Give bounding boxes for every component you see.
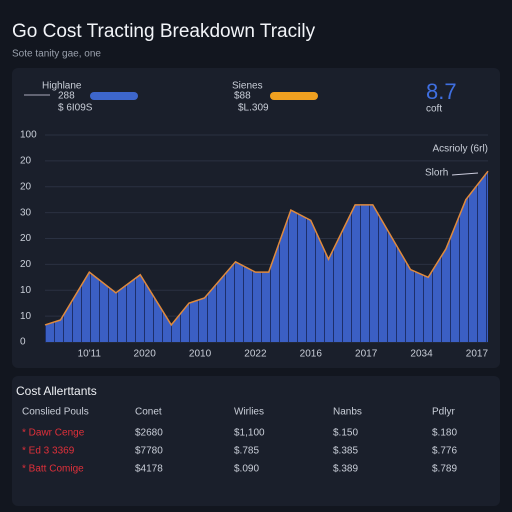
- table-cell: * Ed 3 3369: [22, 446, 75, 457]
- table-cell: * Batt Comige: [22, 464, 84, 475]
- x-tick-label: 2020: [134, 349, 157, 360]
- table-cell: $2680: [135, 428, 163, 439]
- table-card: [12, 376, 500, 506]
- column-header: Wirlies: [234, 407, 264, 418]
- annotation: Acsrioly (6rl): [432, 144, 488, 155]
- table-cell: $.385: [333, 446, 358, 457]
- table-cell: $.785: [234, 446, 259, 457]
- stat-bar: [270, 92, 318, 100]
- stat-value: 8.7: [426, 79, 457, 104]
- y-tick-label: 100: [20, 130, 37, 141]
- y-tick-label: 20: [20, 259, 32, 270]
- stat-bar: [90, 92, 138, 100]
- title: Go Cost Tracting Breakdown Tracily: [12, 21, 316, 42]
- x-tick-label: 2034: [410, 349, 433, 360]
- table-cell: * Dawr Cenge: [22, 428, 85, 439]
- column-header: Conslied Pouls: [22, 407, 89, 418]
- column-header: Pdlyr: [432, 407, 455, 418]
- y-tick-label: 0: [20, 337, 26, 348]
- column-header: Conet: [135, 407, 162, 418]
- y-tick-label: 20: [20, 233, 32, 244]
- table-cell: $.789: [432, 464, 457, 475]
- x-tick-label: 2017: [466, 349, 489, 360]
- stat-value: $88: [234, 91, 251, 102]
- x-tick-label: 2022: [244, 349, 267, 360]
- stat-label: Highlane: [42, 81, 82, 92]
- area-edge: [44, 170, 489, 327]
- table: Conslied Pouls Conet Wirlies Nanbs Pdlyr * Da…: [22, 407, 457, 475]
- column-header: Nanbs: [333, 407, 362, 418]
- x-tick-label: 2016: [300, 349, 323, 360]
- table-title: Cost Allerttants: [16, 384, 97, 398]
- annotation: Slorh: [425, 168, 448, 179]
- table-cell: $4178: [135, 464, 163, 475]
- stat-sub: $ 6I09S: [58, 103, 93, 114]
- stat-sub: coft: [426, 104, 442, 115]
- subtitle: Sote tanity gae, one: [12, 49, 101, 60]
- table-cell: $7780: [135, 446, 163, 457]
- stat-label: Sienes: [232, 81, 263, 92]
- y-tick-label: 20: [20, 156, 32, 167]
- stat-sub: $L.309: [238, 103, 269, 114]
- table-cell: $1,100: [234, 428, 265, 439]
- x-tick-label: 2010: [189, 349, 212, 360]
- annotation-arrow: [451, 172, 479, 176]
- x-tick-label: 10'11: [78, 349, 102, 360]
- table-cell: $.389: [333, 464, 358, 475]
- y-tick-label: 20: [20, 181, 32, 192]
- table-cell: $.180: [432, 428, 457, 439]
- stat-value: 288: [58, 91, 75, 102]
- table-cell: $.776: [432, 446, 457, 457]
- y-tick-label: 30: [20, 207, 32, 218]
- y-tick-label: 10: [20, 311, 32, 322]
- table-cell: $.150: [333, 428, 358, 439]
- table-cell: $.090: [234, 464, 259, 475]
- y-tick-label: 10: [20, 285, 32, 296]
- x-tick-label: 2017: [355, 349, 378, 360]
